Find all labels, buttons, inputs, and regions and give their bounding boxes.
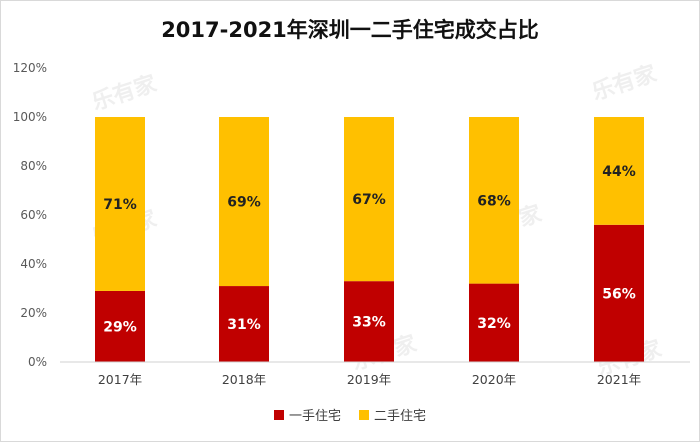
watermark-text: 乐有家 (589, 60, 661, 105)
legend-label-resale: 二手住宅 (374, 409, 427, 424)
data-label: 67% (352, 192, 386, 208)
x-axis: 2017年 2018年 2019年 2020年 2021年 (60, 361, 690, 387)
bar-resale-housing (469, 117, 519, 284)
legend-item-resale: 二手住宅 (359, 405, 426, 424)
data-label: 33% (352, 315, 386, 331)
x-tick-label: 2017年 (98, 372, 142, 387)
bar-new-housing (594, 224, 644, 362)
y-axis: 0% 20% 40% 60% 80% 100% 120% (13, 61, 47, 369)
chart-title: 2017-2021年深圳一二手住宅成交占比 (161, 18, 539, 42)
x-tick-label: 2018年 (222, 372, 266, 387)
x-tick-label: 2020年 (472, 372, 516, 387)
bar-new-housing (469, 283, 519, 362)
data-label: 31% (227, 317, 261, 333)
bar-new-housing (219, 286, 269, 362)
legend: 一手住宅 二手住宅 (0, 405, 700, 424)
bars: 29% 71% 31% 69% 33% 67% 32% 68% 56% 44% (95, 117, 644, 362)
bar-resale-housing (594, 117, 644, 225)
bar-new-housing (344, 281, 394, 362)
y-tick-label: 20% (20, 306, 47, 320)
y-tick-label: 100% (13, 110, 47, 124)
data-label: 68% (477, 193, 511, 209)
data-label: 71% (103, 197, 137, 213)
bar-new-housing (95, 290, 145, 362)
legend-swatch-resale (359, 409, 369, 420)
y-tick-label: 0% (28, 355, 47, 369)
legend-label-new: 一手住宅 (288, 409, 341, 424)
bar-resale-housing (344, 117, 394, 282)
data-label: 32% (477, 316, 511, 332)
watermark-text: 乐有家 (89, 70, 161, 115)
legend-item-new: 一手住宅 (273, 405, 341, 424)
y-tick-label: 60% (20, 208, 47, 222)
data-label: 69% (227, 195, 261, 211)
y-tick-label: 80% (20, 159, 47, 173)
y-tick-label: 40% (20, 257, 47, 271)
data-label: 29% (103, 319, 137, 335)
x-tick-label: 2021年 (597, 372, 641, 387)
bar-resale-housing (95, 117, 145, 291)
x-tick-label: 2019年 (347, 372, 391, 387)
data-label: 56% (602, 286, 636, 302)
bar-resale-housing (219, 117, 269, 287)
data-label: 44% (602, 164, 636, 180)
y-tick-label: 120% (13, 61, 47, 75)
legend-swatch-new (273, 409, 284, 420)
